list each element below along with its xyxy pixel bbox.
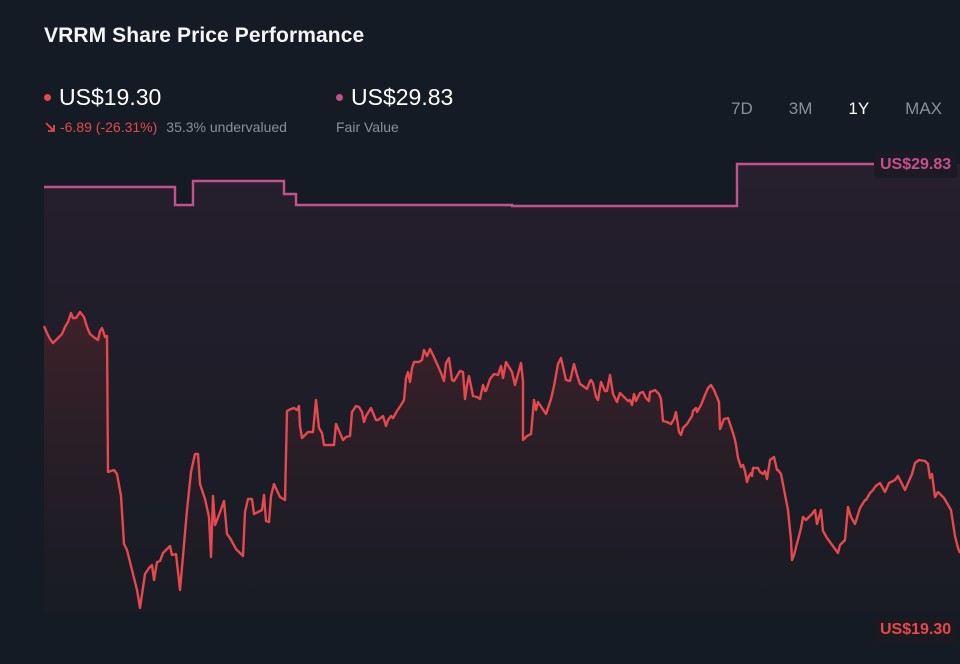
valuation-text: 35.3% undervalued — [166, 119, 287, 135]
share-price-stat: US$19.30 -6.89 (-26.31%) 35.3% undervalu… — [44, 84, 287, 135]
fair-value-line — [44, 162, 878, 208]
fair-value-end-label: US$29.83 — [874, 152, 958, 178]
tab-max[interactable]: MAX — [905, 99, 942, 118]
fair-value-legend-dot — [336, 94, 343, 101]
price-area — [44, 312, 960, 612]
price-legend-dot — [44, 94, 51, 101]
price-line — [42, 310, 960, 610]
tab-7d[interactable]: 7D — [731, 99, 753, 118]
price-change: -6.89 (-26.31%) — [44, 119, 157, 135]
arrow-down-right-icon — [45, 122, 55, 132]
price-end-label: US$19.30 — [874, 617, 958, 643]
page-title: VRRM Share Price Performance — [44, 24, 365, 47]
fair-value-label: Fair Value — [336, 119, 399, 135]
price-change-text: -6.89 (-26.31%) — [60, 119, 158, 135]
tab-3m[interactable]: 3M — [788, 99, 813, 118]
share-price-value: US$19.30 — [59, 84, 162, 110]
fair-value-stat: US$29.83 Fair Value — [336, 84, 453, 135]
period-tabs: 7D 3M 1Y MAX — [695, 99, 942, 119]
fair-value-value: US$29.83 — [351, 84, 454, 110]
tab-1y[interactable]: 1Y — [848, 99, 870, 118]
